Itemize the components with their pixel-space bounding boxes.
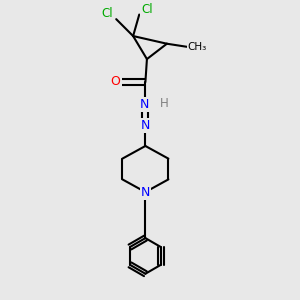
Text: H: H [159,97,168,110]
Text: Cl: Cl [141,2,153,16]
Text: O: O [111,75,121,88]
Text: N: N [141,185,150,199]
Text: CH₃: CH₃ [188,42,207,52]
Text: N: N [141,118,150,132]
Text: N: N [140,98,149,111]
Text: Cl: Cl [101,7,113,20]
